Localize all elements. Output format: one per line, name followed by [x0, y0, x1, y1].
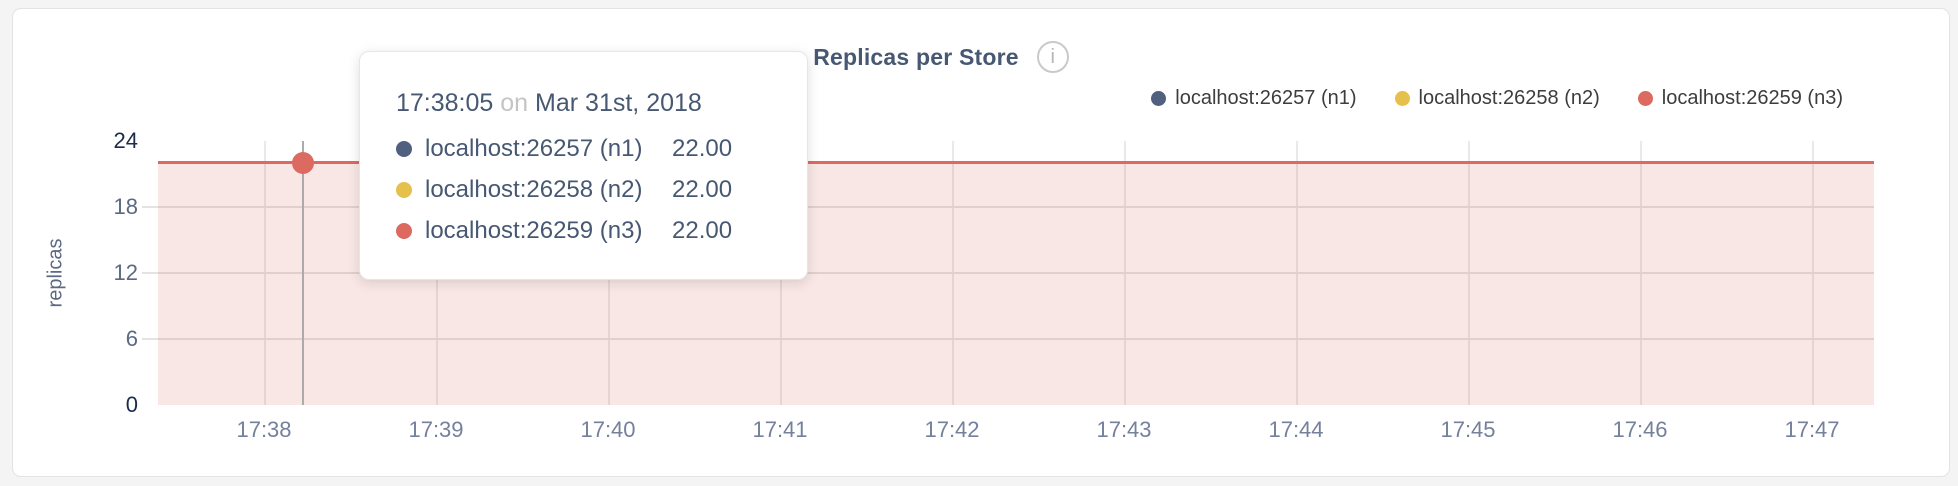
legend-item-n2[interactable]: localhost:26258 (n2) [1394, 87, 1600, 110]
legend-label-n2: localhost:26258 (n2) [1418, 87, 1600, 109]
tooltip-dot-n3 [396, 222, 412, 239]
x-tick-1740: 17:40 [580, 417, 636, 442]
tooltip-label-n2: localhost:26258 (n2) [425, 175, 643, 203]
x-tick-1744: 17:44 [1268, 417, 1324, 442]
x-tick-1739: 17:39 [408, 417, 464, 442]
tooltip-row-n3: localhost:26259 (n3) 22.00 [396, 210, 779, 251]
x-tick-1741: 17:41 [752, 417, 808, 442]
hover-point-dot [292, 152, 314, 174]
y-gridline [142, 338, 1874, 340]
hover-guideline [302, 141, 304, 405]
series-line-n3 [158, 161, 1874, 164]
chart-title: Replicas per Store [813, 43, 1019, 70]
tooltip-dot-n2 [396, 181, 412, 198]
tooltip-date: Mar 31st, 2018 [535, 89, 702, 117]
x-axis: 17:38 17:39 17:40 17:41 17:42 17:43 17:4… [158, 417, 1874, 445]
tooltip-value-n2: 22.00 [672, 175, 733, 203]
x-tick-1742: 17:42 [924, 417, 980, 442]
y-gridline [142, 272, 1874, 274]
info-icon[interactable]: i [1036, 41, 1069, 73]
tooltip-connector: on [500, 89, 529, 117]
y-tick-18: 18 [113, 194, 138, 219]
tooltip-dot-n1 [396, 140, 412, 157]
hover-tooltip: 17:38:05 on Mar 31st, 2018 localhost:262… [359, 51, 808, 280]
y-gridline [142, 206, 1874, 208]
y-tick-24: 24 [113, 128, 138, 153]
x-tick-1743: 17:43 [1096, 417, 1152, 442]
legend-item-n3[interactable]: localhost:26259 (n3) [1637, 87, 1843, 110]
tooltip-value-n1: 22.00 [672, 134, 733, 162]
legend-item-n1[interactable]: localhost:26257 (n1) [1151, 87, 1357, 110]
x-tick-1746: 17:46 [1612, 417, 1668, 442]
tooltip-label-n3: localhost:26259 (n3) [425, 216, 643, 244]
tooltip-row-n1: localhost:26257 (n1) 22.00 [396, 128, 779, 169]
legend-label-n3: localhost:26259 (n3) [1661, 87, 1843, 109]
chart-panel: Replicas per Store i localhost:26257 (n1… [12, 8, 1950, 477]
legend-dot-n1 [1151, 91, 1167, 106]
x-tick-1747: 17:47 [1784, 417, 1840, 442]
chart-legend: localhost:26257 (n1) localhost:26258 (n2… [1151, 87, 1843, 110]
y-axis: 24 18 12 6 0 [13, 128, 138, 417]
x-tick-1738: 17:38 [236, 417, 292, 442]
tooltip-value-n3: 22.00 [672, 216, 733, 244]
legend-label-n1: localhost:26257 (n1) [1175, 87, 1357, 109]
panel-header: Replicas per Store i [13, 39, 1869, 75]
legend-dot-n3 [1637, 91, 1653, 106]
y-tick-0: 0 [125, 392, 138, 417]
tooltip-row-n2: localhost:26258 (n2) 22.00 [396, 169, 779, 210]
tooltip-label-n1: localhost:26257 (n1) [425, 134, 643, 162]
y-tick-6: 6 [125, 326, 138, 351]
tooltip-time: 17:38:05 [396, 89, 494, 117]
y-tick-12: 12 [113, 260, 138, 285]
legend-dot-n2 [1394, 91, 1410, 106]
tooltip-timestamp: 17:38:05 on Mar 31st, 2018 [396, 88, 779, 118]
x-tick-1745: 17:45 [1440, 417, 1496, 442]
